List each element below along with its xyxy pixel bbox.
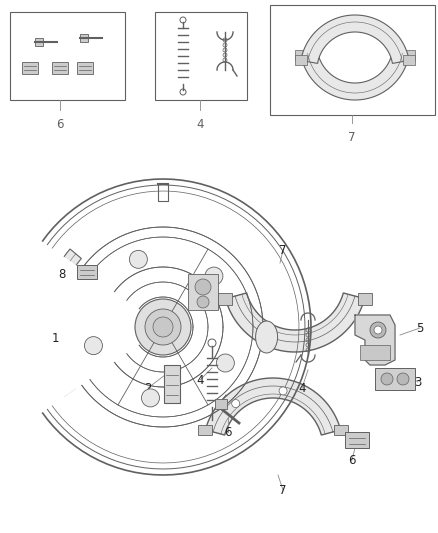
PathPatch shape xyxy=(301,52,409,100)
Polygon shape xyxy=(12,240,163,414)
Bar xyxy=(270,5,435,115)
Text: 7: 7 xyxy=(279,244,287,256)
Circle shape xyxy=(370,322,386,338)
Circle shape xyxy=(153,317,173,337)
Polygon shape xyxy=(355,315,395,365)
Circle shape xyxy=(279,387,287,395)
Text: 4: 4 xyxy=(298,382,306,394)
Bar xyxy=(375,368,415,390)
Text: 7: 7 xyxy=(279,483,287,497)
Bar xyxy=(403,55,415,66)
Text: 5: 5 xyxy=(416,321,424,335)
Circle shape xyxy=(85,337,102,354)
Bar xyxy=(10,12,125,100)
Bar xyxy=(52,62,68,74)
Circle shape xyxy=(145,309,181,345)
PathPatch shape xyxy=(42,249,81,397)
Text: 8: 8 xyxy=(58,268,66,280)
Circle shape xyxy=(197,296,209,308)
Bar xyxy=(198,425,212,435)
Circle shape xyxy=(135,299,191,355)
Text: 7: 7 xyxy=(348,131,356,144)
Text: 4: 4 xyxy=(196,374,204,386)
Text: 2: 2 xyxy=(144,382,152,394)
Bar xyxy=(77,62,93,74)
Bar xyxy=(155,12,247,100)
Circle shape xyxy=(129,251,147,268)
Bar xyxy=(357,293,371,305)
Ellipse shape xyxy=(256,321,278,353)
PathPatch shape xyxy=(301,15,409,63)
PathPatch shape xyxy=(226,293,364,352)
Bar xyxy=(80,34,88,42)
Bar xyxy=(403,50,415,60)
Text: 1: 1 xyxy=(51,332,59,344)
Text: 4: 4 xyxy=(196,118,204,131)
Bar xyxy=(295,50,307,60)
Bar xyxy=(35,38,43,46)
Bar xyxy=(334,425,348,435)
Bar xyxy=(219,293,233,305)
Circle shape xyxy=(381,373,393,385)
Bar xyxy=(345,432,369,448)
Bar xyxy=(22,62,38,74)
Text: 6: 6 xyxy=(56,118,64,131)
Text: 3: 3 xyxy=(414,376,422,389)
Circle shape xyxy=(397,373,409,385)
PathPatch shape xyxy=(205,378,341,435)
Bar xyxy=(77,265,97,279)
Bar xyxy=(295,55,307,66)
Circle shape xyxy=(216,354,234,372)
Circle shape xyxy=(141,389,159,407)
Text: 6: 6 xyxy=(348,454,356,466)
Circle shape xyxy=(205,267,223,285)
Circle shape xyxy=(374,326,382,334)
Text: 6: 6 xyxy=(224,425,232,439)
Bar xyxy=(188,274,218,310)
Bar xyxy=(164,365,180,403)
Bar xyxy=(360,345,390,360)
Bar xyxy=(215,399,227,409)
Circle shape xyxy=(232,400,240,408)
Circle shape xyxy=(195,279,211,295)
